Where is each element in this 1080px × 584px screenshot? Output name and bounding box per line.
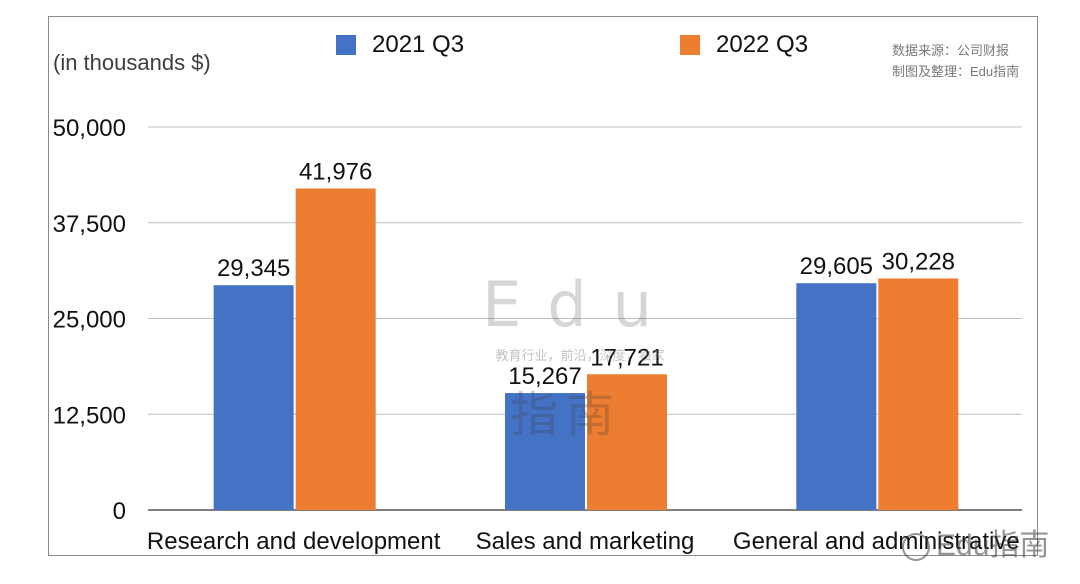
source-note: 数据来源：公司财报 制图及整理：Edu指南 [892,40,1019,82]
data-label: 30,228 [882,248,955,275]
data-label: 15,267 [508,363,581,390]
source-line-2: 制图及整理：Edu指南 [892,64,1020,79]
legend-label-2021: 2021 Q3 [372,31,465,58]
y-tick-label: 25,000 [53,307,126,334]
data-label: 17,721 [590,344,663,371]
legend-label-2022: 2022 Q3 [716,31,809,58]
legend-item-2021-q3: 2021 Q3 [336,31,465,58]
legend-swatch-2022 [680,35,700,55]
bar [213,285,294,510]
wechat-icon [902,533,930,562]
account-watermark-text: Edu指南 [936,529,1050,562]
bar [796,283,877,510]
category-label: General and administrative [733,528,1020,555]
chart-frame [48,16,1038,556]
y-tick-label: 50,000 [53,115,126,142]
bar [587,374,667,510]
unit-label: (in thousands $) [53,50,211,75]
legend-item-2022-q3: 2022 Q3 [680,31,809,58]
category-label: Research and development [147,528,441,555]
bar [505,393,585,510]
source-line-1: 数据来源：公司财报 [892,43,1010,58]
account-watermark: Edu指南 [902,520,1049,564]
watermark-logo: 指南 [510,389,623,442]
category-label: Sales and marketing [476,528,695,555]
y-tick-label: 0 [113,498,126,525]
data-label: 41,976 [299,158,372,185]
data-label: 29,605 [800,253,873,280]
legend-swatch-2021 [336,35,356,55]
y-tick-label: 12,500 [53,402,126,429]
data-label: 29,345 [217,255,290,282]
y-tick-label: 37,500 [53,211,126,238]
bar [295,188,376,510]
bar [878,278,959,510]
